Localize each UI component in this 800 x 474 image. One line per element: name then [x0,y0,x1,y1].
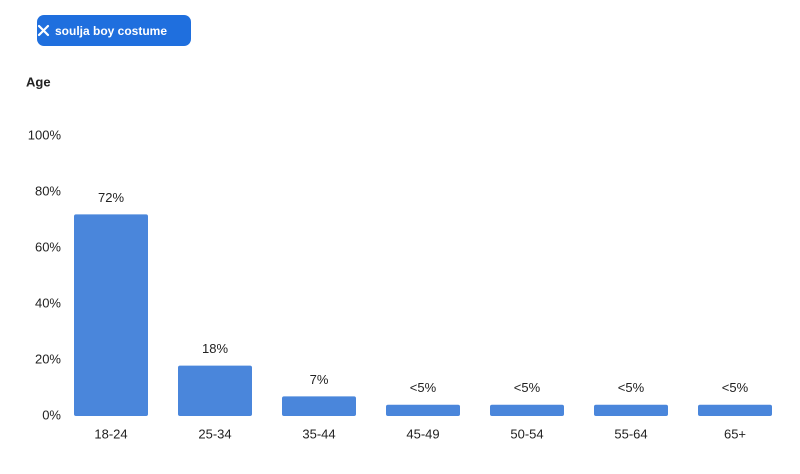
value-label: 7% [310,372,329,387]
value-label: <5% [514,380,541,395]
y-tick-label: 40% [35,295,61,310]
x-tick-label: 55-64 [614,426,647,441]
x-tick-label: 45-49 [406,426,439,441]
x-tick-label: 35-44 [302,426,335,441]
value-label: 18% [202,341,228,356]
y-tick-label: 80% [35,183,61,198]
value-label: <5% [618,380,645,395]
bar [698,404,772,416]
y-tick-label: 60% [35,239,61,254]
x-tick-label: 25-34 [198,426,231,441]
bar [386,404,460,416]
filter-chip[interactable]: soulja boy costume [37,15,191,46]
chart-title: Age [26,74,51,89]
y-tick-label: 20% [35,351,61,366]
x-tick-label: 50-54 [510,426,543,441]
x-tick-label: 18-24 [94,426,127,441]
y-tick-label: 0% [42,407,61,422]
bar [282,396,356,416]
filter-chip-label: soulja boy costume [55,23,168,38]
value-label: <5% [722,380,749,395]
value-label: 72% [98,190,124,205]
bar [178,365,252,416]
value-label: <5% [410,380,437,395]
y-tick-label: 100% [28,127,62,142]
bar [594,404,668,416]
x-tick-label: 65+ [724,426,746,441]
bar [74,214,148,416]
remove-filter-button[interactable] [37,24,50,37]
bar [490,404,564,416]
